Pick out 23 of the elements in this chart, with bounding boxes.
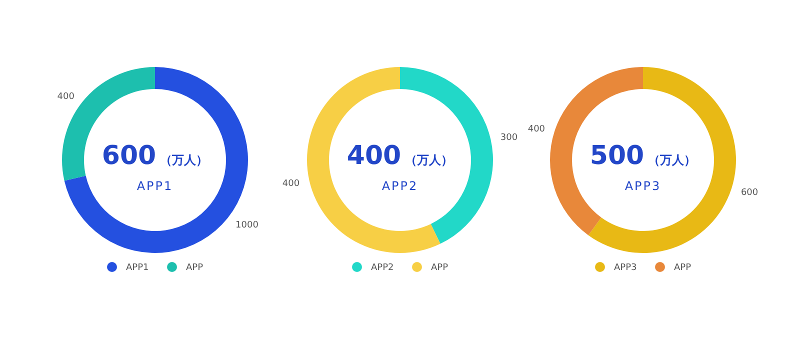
text: 400 (346, 141, 402, 171)
donut-slice (588, 67, 736, 253)
legend-label: APP1 (126, 263, 149, 274)
data-label: 600 (740, 188, 758, 198)
text: （万人） (648, 153, 696, 167)
data-label: 400 (57, 92, 75, 102)
legend-label: APP (186, 263, 204, 274)
text: APP1 (136, 179, 174, 193)
data-label: 400 (282, 179, 300, 190)
data-label: 300 (500, 133, 518, 144)
text: （万人） (160, 153, 208, 167)
donut-slice (307, 67, 440, 253)
text: APP3 (624, 179, 662, 193)
text: 500 (590, 141, 644, 171)
legend-label: APP2 (371, 263, 394, 274)
legend-label: APP (674, 263, 692, 274)
legend-label: APP3 (614, 263, 637, 274)
data-label: 400 (528, 124, 546, 134)
data-label: 1000 (236, 220, 259, 230)
text: （万人） (405, 153, 454, 167)
text: APP2 (382, 179, 418, 193)
text: 600 (102, 141, 156, 171)
legend-label: APP (431, 263, 449, 274)
